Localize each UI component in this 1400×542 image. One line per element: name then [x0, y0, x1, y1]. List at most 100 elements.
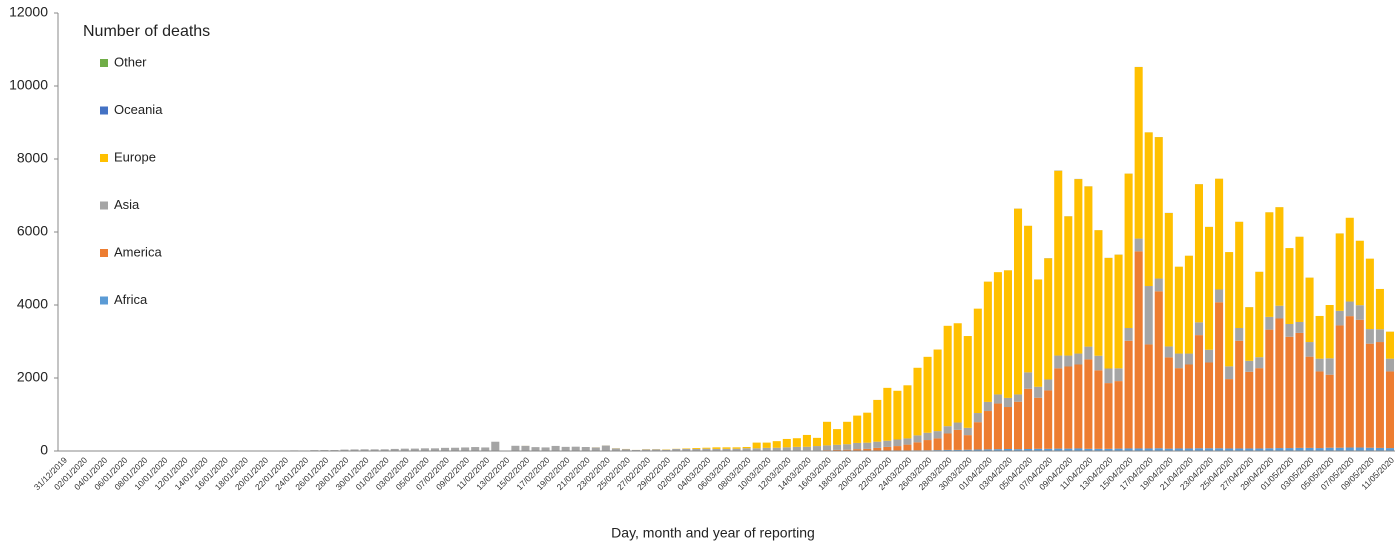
bar-segment [943, 449, 952, 451]
bar-segment [1154, 291, 1163, 449]
bar-segment [1245, 448, 1254, 451]
y-tick-label: 4000 [17, 296, 48, 312]
bar-segment [883, 440, 892, 447]
bar-segment [1174, 266, 1183, 354]
bar-segment [1285, 248, 1294, 324]
bar-segment [1034, 448, 1043, 451]
bar-segment [812, 446, 821, 451]
bar-segment [873, 399, 882, 442]
bar-segment [1375, 288, 1384, 330]
y-tick-label: 12000 [9, 4, 48, 20]
bar-segment [963, 336, 972, 428]
bar-segment [993, 272, 1002, 395]
bar-segment [973, 308, 982, 414]
bar-segment [1174, 353, 1183, 369]
bar-segment [1225, 366, 1234, 380]
bar-segment [1164, 213, 1173, 347]
bar-segment [1174, 448, 1183, 451]
bar-segment [752, 442, 761, 449]
bar-segment [702, 448, 711, 451]
bar-segment [802, 434, 811, 447]
bar-segment [853, 449, 862, 451]
bar-segment [953, 429, 962, 450]
bar-segment [1094, 448, 1103, 451]
bar-segment [621, 449, 630, 451]
bar-segment [441, 447, 450, 451]
bar-segment [933, 431, 942, 439]
bar-segment [1114, 448, 1123, 451]
bar-segment [1265, 329, 1274, 449]
bar-segment [1335, 447, 1344, 451]
bar-segment [1365, 329, 1374, 344]
bar-segment [923, 432, 932, 441]
bar-segment [1054, 170, 1063, 356]
bar-segment [451, 447, 460, 451]
bar-segment [1134, 238, 1143, 252]
bar-segment [692, 448, 701, 451]
bar-segment [1265, 316, 1274, 330]
bar-segment [1355, 447, 1364, 451]
bar-segment [1084, 186, 1093, 347]
bar-segment [722, 447, 731, 449]
bar-segment [953, 422, 962, 430]
bar-segment [933, 438, 942, 451]
bar-segment [1305, 342, 1314, 357]
bar-segment [551, 445, 560, 451]
bar-segment [1144, 132, 1153, 287]
bar-segment [1104, 257, 1113, 369]
bar-segment [1205, 226, 1214, 350]
bar-segment [973, 413, 982, 423]
bar-segment [1024, 372, 1033, 389]
legend-swatch [100, 59, 108, 67]
bar-segment [1345, 301, 1354, 317]
bar-segment [591, 447, 600, 451]
bar-segment [903, 385, 912, 439]
bar-segment [1245, 360, 1254, 372]
bar-segment [913, 367, 922, 436]
bar-segment [1295, 321, 1304, 333]
bar-segment [1315, 358, 1324, 372]
bar-segment [1385, 448, 1394, 451]
bar-segment [802, 446, 811, 451]
bar-segment [1114, 254, 1123, 369]
bar-segment [1335, 310, 1344, 326]
bar-segment [1245, 371, 1254, 449]
bar-segment [1335, 325, 1344, 448]
bar-segment [531, 447, 540, 451]
legend-swatch [100, 249, 108, 257]
bar-segment [1265, 212, 1274, 317]
bar-segment [1084, 448, 1093, 451]
bar-segment [1044, 379, 1053, 391]
bar-segment [1154, 448, 1163, 451]
bar-segment [1255, 271, 1264, 358]
bar-segment [762, 447, 771, 451]
bar-segment [601, 445, 610, 451]
bar-segment [1345, 316, 1354, 448]
legend-title: Number of deaths [83, 23, 210, 40]
bar-segment [843, 421, 852, 445]
bar-segment [983, 411, 992, 450]
bar-segment [1174, 368, 1183, 449]
bar-segment [1205, 349, 1214, 363]
x-axis-label: Day, month and year of reporting [611, 525, 815, 541]
bar-segment [963, 449, 972, 451]
bar-segment [1305, 356, 1314, 448]
bar-segment [1154, 278, 1163, 292]
bar-segment [1335, 233, 1344, 311]
bar-segment [1094, 370, 1103, 449]
legend-label: America [114, 244, 162, 259]
bar-segment [1094, 355, 1103, 371]
bar-segment [511, 445, 520, 451]
bar-segment [853, 415, 862, 443]
legend-label: Oceania [114, 102, 163, 117]
bar-segment [1375, 342, 1384, 448]
bar-segment [632, 449, 641, 451]
bar-segment [1325, 374, 1334, 448]
y-tick-label: 2000 [17, 369, 48, 385]
bar-segment [350, 449, 359, 451]
bar-segment [1235, 340, 1244, 449]
bar-segment [993, 403, 1002, 450]
bar-segment [491, 441, 500, 451]
bar-segment [782, 447, 791, 451]
bar-segment [1215, 178, 1224, 290]
